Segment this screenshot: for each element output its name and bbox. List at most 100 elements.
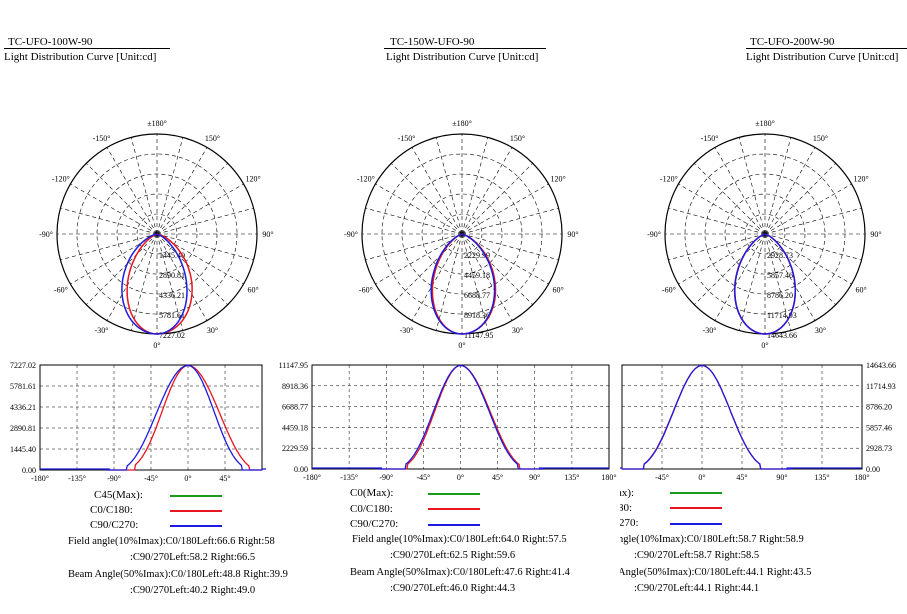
polar-spoke [714,147,766,235]
polar-ring-label: 8786.20 [767,291,793,300]
legend-swatch-c0 [670,507,722,509]
legend-label-2: 80: [620,502,633,514]
y-tick-label: 4336.21 [10,403,36,412]
x-tick-label: -90° [107,474,121,483]
x-tick-label: -135° [68,474,86,483]
polar-ring-label: 4459.18 [464,271,490,280]
polar-angle-label: 150° [510,134,525,143]
legend-label-3: C90/C270: [90,519,139,531]
legend-swatch-c45 [170,495,222,497]
polar-spoke [461,233,513,321]
polar-angle-label: 120° [551,175,566,184]
stat-field-c0: ngle(10%Imax):C0/180Left:58.7 Right:58.9 [620,534,804,545]
polar-spoke [764,233,792,331]
polar-angle-label: 30° [207,326,218,335]
stat-field-c90: :C90/270Left:58.2 Right:66.5 [130,552,256,563]
polar-angle-label: 90° [870,230,881,239]
polar-spoke [411,233,463,321]
polar-spoke [461,233,489,331]
legend-swatch-c0 [428,508,480,510]
legend-swatch-c45 [428,493,480,495]
polar-angle-label: -30° [95,326,109,335]
x-tick-label: 45° [492,473,503,482]
polar-angle-label: 90° [567,230,578,239]
polar-spoke [461,147,513,235]
polar-ring [441,213,483,255]
polar-angle-label: -60° [54,286,68,295]
x-tick-label: 135° [814,473,829,482]
y-tick-label: 8786.20 [866,403,892,412]
polar-spoke [461,163,533,235]
y-tick-label: 11714.93 [866,382,896,391]
stat-field-c0: Field angle(10%Imax):C0/180Left:66.6 Rig… [68,536,275,547]
polar-spoke [156,233,254,261]
polar-angle-label: -150° [93,134,111,143]
polar-angle-label: -90° [647,230,661,239]
legend-label-3: 270: [620,517,639,529]
polar-ring-label: 5857.46 [767,271,793,280]
polar-spoke [391,163,463,235]
polar-spoke [130,137,158,235]
legend-swatch-c90 [170,525,222,527]
chart-subtitle: Light Distribution Curve [Unit:cd] [386,51,539,63]
line-series-c0 [622,364,791,470]
polar-angle-label: 150° [813,134,828,143]
polar-spoke [60,207,158,235]
polar-spoke [106,147,158,235]
polar-angle-label: -120° [52,175,70,184]
polar-ring-label: 11147.95 [464,331,493,340]
polar-angle-label: 0° [761,341,768,350]
polar-spoke [461,233,533,305]
polar-spoke [764,137,792,235]
polar-spoke [764,163,836,235]
polar-ring-label: 6688.77 [464,291,490,300]
linear-plot: 14643.66 11714.93 8786.20 5857.46 2928.73 0.0… [620,361,896,482]
x-tick-label: 180° [854,473,869,482]
x-tick-label: -180° [303,473,321,482]
polar-plot: ±180° 150° 120° 90° 60° 30° 0° -30° -60° -90° -120… [647,119,882,350]
model-title: TC-UFO-100W-90 [8,36,93,48]
polar-angle-label: -150° [701,134,719,143]
y-tick-label: 6688.77 [282,403,308,412]
x-tick-label: 0° [184,474,191,483]
y-tick-label: 5857.46 [866,423,892,432]
polar-spoke [764,233,816,321]
polar-angle-label: 120° [246,175,261,184]
polar-spoke [130,233,158,331]
polar-spoke [461,207,559,235]
polar-spoke [764,147,816,235]
model-title: TC-UFO-200W-90 [750,36,835,48]
polar-spoke [461,137,489,235]
legend-swatch-c90 [670,523,722,525]
polar-spoke [764,233,862,261]
polar-angle-label: -30° [400,326,414,335]
y-tick-label: 0.00 [22,466,36,475]
y-tick-label: 5781.61 [10,382,36,391]
line-series-c0 [105,364,262,471]
polar-ring [116,193,198,275]
polar-series-c90 [121,233,188,335]
polar-spoke [694,163,766,235]
polar-ring-label: 5781.61 [159,311,185,320]
polar-spoke [668,207,766,235]
polar-spoke [365,233,463,261]
stat-beam-c0: Beam Angle(50%Imax):C0/180Left:47.6 Righ… [350,567,570,578]
stat-beam-c90: :C90/270Left:44.1 Right:44.1 [634,583,760,594]
x-tick-label: -45° [144,474,158,483]
legend-label-1: ax): [620,487,635,499]
polar-series-c90 [430,233,496,335]
polar-spoke [694,233,766,305]
polar-spoke [714,233,766,321]
title-rule [746,48,907,49]
y-tick-label: 2890.81 [10,424,36,433]
y-tick-label: 1445.40 [10,445,36,454]
polar-spoke [86,163,158,235]
stat-field-c90: :C90/270Left:62.5 Right:59.6 [390,550,516,561]
legend-label-2: C0/C180: [350,503,393,515]
legend-label-2: C0/C180: [90,504,133,516]
linear-plot: 11147.95 8918.36 6688.77 4459.18 2229.59 0.00… [279,361,617,482]
polar-spoke [738,233,766,331]
polar-angle-label: -120° [660,175,678,184]
line-series-c90 [622,364,791,470]
polar-angle-label: -60° [359,286,373,295]
